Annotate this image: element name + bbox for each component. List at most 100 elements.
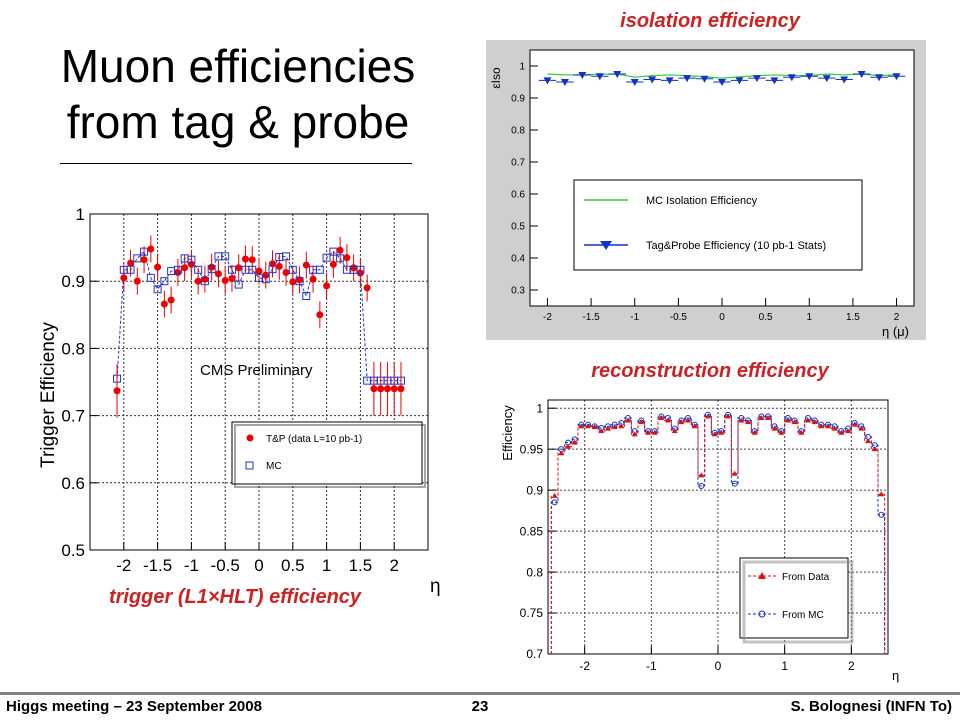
isolation-caption: isolation efficiency — [620, 10, 800, 32]
reconstruction-data-point — [851, 421, 858, 427]
trigger-x-tick-label: 2 — [389, 556, 398, 575]
reconstruction-data-point — [571, 439, 578, 445]
isolation-tp-point — [630, 79, 639, 86]
trigger-data-point — [113, 387, 121, 395]
trigger-mc-point — [234, 280, 243, 289]
trigger-data-point — [208, 263, 216, 271]
trigger-mc-point — [221, 252, 230, 261]
trigger-data-point — [329, 260, 337, 268]
trigger-mc-point — [133, 254, 142, 263]
isolation-tp-point — [613, 71, 622, 78]
reconstruction-data-point — [771, 425, 778, 431]
trigger-data-point — [377, 385, 385, 393]
reconstruction-data-point — [831, 425, 838, 431]
reconstruction-data-point — [805, 417, 811, 423]
trigger-data-point — [127, 259, 135, 267]
trigger-data-point — [181, 264, 189, 272]
reconstruction-y-tick-label: 0.85 — [520, 524, 544, 538]
reconstruction-legend-mc-label: From MC — [782, 610, 824, 621]
isolation-tp-point — [752, 75, 761, 83]
reconstruction-y-axis-label: Efficiency — [500, 405, 515, 461]
isolation-tp-point — [822, 75, 831, 83]
trigger-data-point — [194, 277, 202, 285]
trigger-y-tick-label: 0.9 — [61, 272, 85, 291]
reconstruction-legend: From Data From MC — [739, 557, 854, 644]
trigger-mc-point — [261, 275, 270, 284]
reconstruction-x-tick-label: -1 — [646, 659, 657, 673]
reconstruction-y-tick-label: 0.75 — [520, 606, 544, 620]
isolation-y-tick-label: 0.6 — [511, 190, 525, 201]
reconstruction-data-point — [838, 429, 845, 435]
trigger-y-tick-label: 0.7 — [61, 407, 85, 426]
trigger-data-point — [383, 385, 391, 393]
trigger-x-tick-label: 0 — [254, 556, 263, 575]
reconstruction-data-point — [598, 428, 605, 434]
isolation-legend-mc-label: MC Isolation Efficiency — [646, 195, 758, 207]
trigger-mc-point — [187, 255, 196, 264]
reconstruction-data-point — [558, 450, 565, 456]
isolation-y-tick-label: 0.7 — [511, 158, 525, 169]
footer-rule — [0, 692, 960, 695]
isolation-y-tick-label: 0.4 — [511, 254, 525, 265]
reconstruction-data-point — [551, 492, 558, 498]
reconstruction-data-point — [711, 431, 718, 437]
reconstruction-data-point — [758, 415, 765, 421]
trigger-mc-point — [227, 265, 236, 274]
isolation-x-tick-label: 1 — [806, 312, 812, 323]
trigger-y-tick-label: 0.8 — [61, 339, 85, 358]
trigger-mc-point — [248, 265, 257, 274]
isolation-y-axis-label: εIso — [489, 67, 503, 89]
trigger-data-point — [160, 300, 168, 308]
trigger-mc-point — [288, 265, 297, 274]
trigger-legend-box — [231, 421, 423, 485]
trigger-data-point — [363, 284, 371, 292]
reconstruction-y-tick-label: 1 — [536, 401, 543, 415]
slide-title-line2: from tag & probe — [66, 96, 410, 148]
isolation-tp-point — [805, 73, 814, 81]
trigger-data-point — [235, 264, 243, 272]
isolation-mc-line — [547, 73, 897, 79]
reconstruction-data-point — [591, 424, 598, 430]
isolation-y-tick-label: 1 — [519, 62, 525, 73]
reconstruction-y-tick-label: 0.7 — [526, 647, 543, 661]
trigger-legend-data-marker — [246, 434, 254, 442]
reconstruction-data-point — [751, 429, 758, 435]
isolation-legend-box — [573, 179, 863, 271]
reconstruction-data-point — [691, 423, 698, 429]
reconstruction-data-point — [651, 429, 658, 435]
trigger-y-tick-label: 0.5 — [61, 541, 85, 560]
trigger-x-axis-label: η — [430, 576, 441, 597]
trigger-efficiency-chart: 0.5 0.6 0.7 0.8 0.9 1 -2 -1.5 -1 -0.5 0 0.5 1 1.5 2 CM… — [38, 200, 441, 597]
isolation-tp-point — [543, 77, 552, 85]
isolation-series — [538, 71, 906, 86]
slide-title-line1: Muon efficiencies — [60, 40, 416, 92]
trigger-annotation: CMS Preliminary — [200, 362, 313, 379]
trigger-data-point — [316, 311, 324, 319]
trigger-mc-point — [302, 291, 311, 300]
reconstruction-mc-point — [698, 483, 705, 490]
reconstruction-data-point — [658, 415, 665, 421]
trigger-data-point — [147, 245, 155, 253]
isolation-legend-tp-marker — [600, 241, 612, 250]
isolation-x-tick-label: 1.5 — [846, 312, 860, 323]
trigger-data-point — [248, 256, 256, 264]
isolation-tp-point — [648, 76, 657, 84]
reconstruction-data-point — [731, 470, 738, 476]
trigger-data-point — [336, 246, 344, 254]
reconstruction-data-point — [778, 429, 785, 435]
trigger-data-point — [255, 267, 263, 275]
reconstruction-caption: reconstruction efficiency — [591, 360, 829, 382]
trigger-y-axis-label: Trigger Efficiency — [38, 322, 59, 468]
reconstruction-y-tick-label: 0.95 — [520, 442, 544, 456]
footer-meeting: Higgs meeting – 23 September 2008 — [6, 698, 262, 715]
trigger-data-point — [350, 264, 358, 272]
footer-author: S. Bolognesi (INFN To) — [790, 698, 952, 715]
trigger-data-point — [187, 260, 195, 268]
reconstruction-data-point — [698, 472, 705, 478]
trigger-y-tick-label: 0.6 — [61, 474, 85, 493]
reconstruction-data-point — [705, 413, 711, 419]
trigger-data-point — [201, 275, 209, 283]
trigger-data-point — [174, 268, 182, 276]
isolation-x-tick-label: 0 — [719, 312, 725, 323]
reconstruction-axes: 0.7 0.75 0.8 0.85 0.9 0.95 1 -2 -1 0 1 2 — [520, 399, 889, 673]
